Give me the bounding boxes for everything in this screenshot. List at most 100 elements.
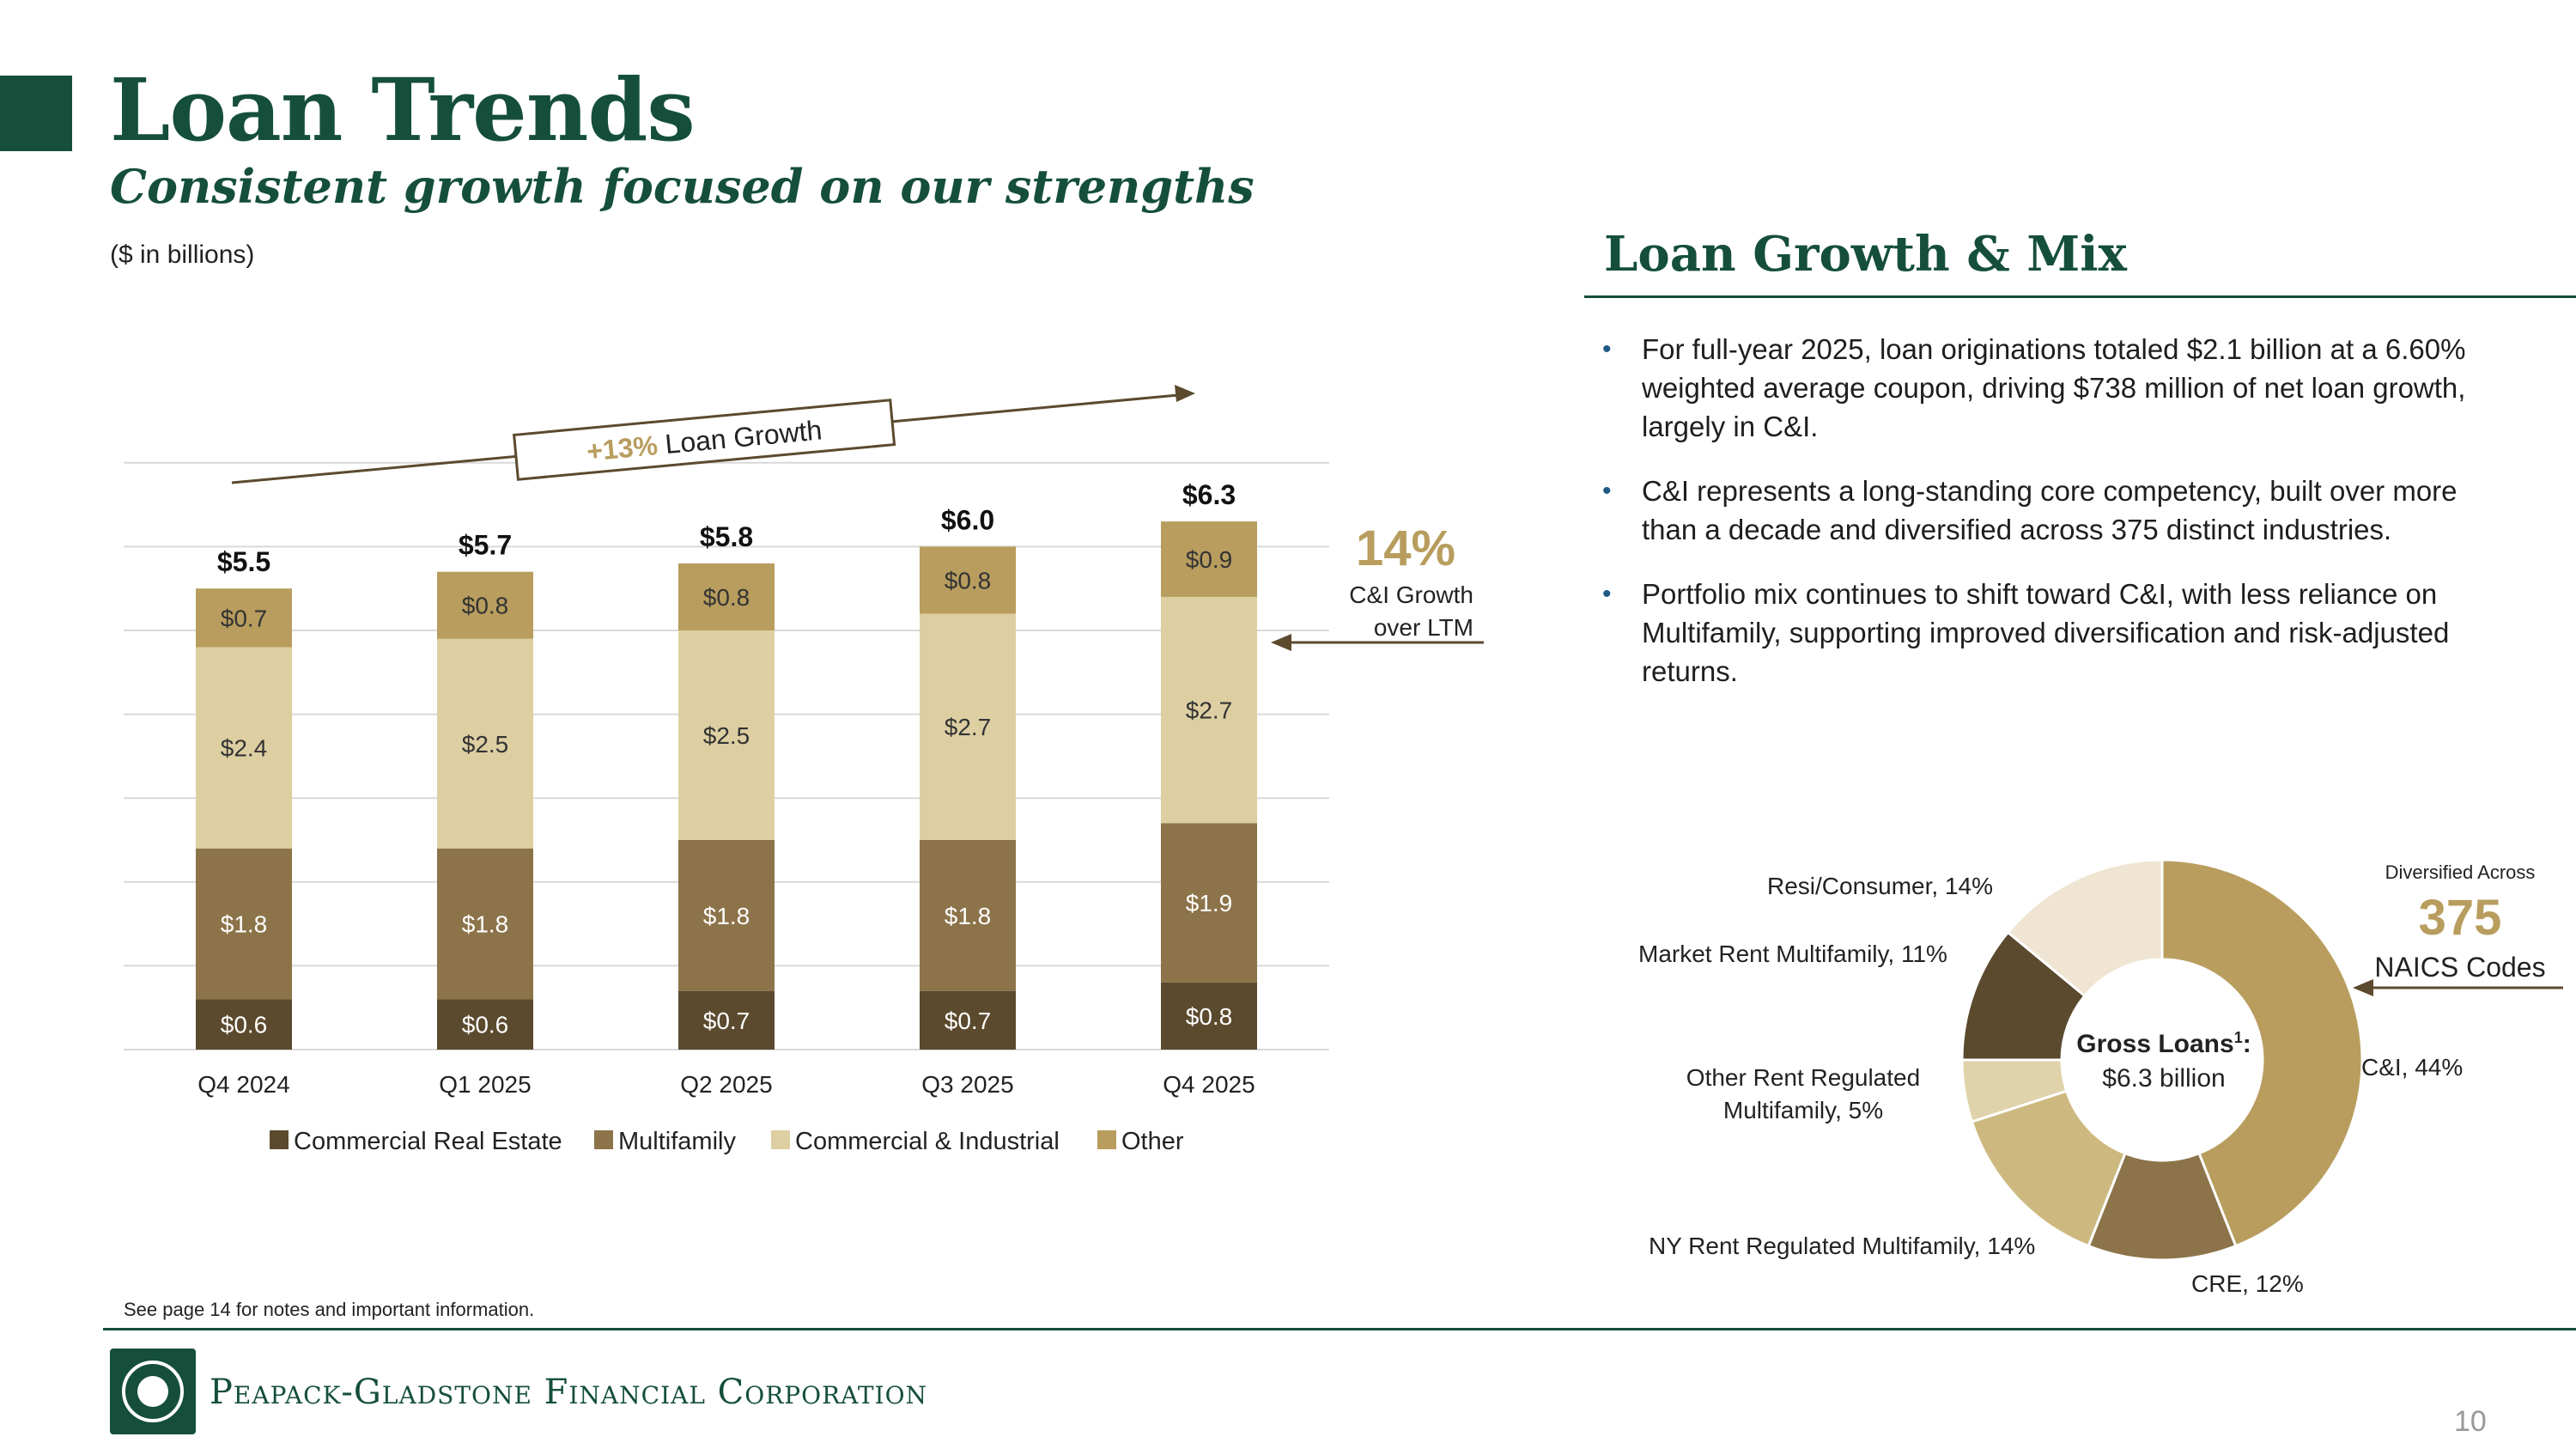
- ci-growth-arrowhead-icon: [1271, 634, 1291, 651]
- legend-swatch-ci: [771, 1130, 790, 1149]
- data-label-other: $0.9: [1186, 546, 1233, 573]
- bullet-text: For full-year 2025, loan originations to…: [1642, 333, 2466, 442]
- total-label: $6.0: [941, 504, 994, 535]
- diversified-label: Diversified Across: [2385, 861, 2536, 883]
- x-tick-label: Q3 2025: [921, 1071, 1013, 1098]
- donut-center-colon: :: [2242, 1030, 2251, 1058]
- data-label-multifamily: $1.8: [462, 911, 509, 938]
- data-label-other: $0.8: [462, 593, 509, 619]
- bullet-item: • For full-year 2025, loan originations t…: [1602, 330, 2512, 446]
- data-label-other: $0.7: [221, 605, 268, 631]
- donut-center-footnote-mark: 1: [2233, 1029, 2243, 1046]
- bar-segment-multifamily: [196, 848, 292, 1000]
- bar-segment-other: [920, 546, 1016, 614]
- legend-swatch-cre: [270, 1130, 289, 1149]
- donut-slice-ny-rent-regulated: [1970, 1089, 2127, 1248]
- x-tick-label: Q1 2025: [439, 1071, 531, 1098]
- data-label-cre: $0.6: [221, 1012, 268, 1038]
- x-tick-label: Q4 2024: [197, 1071, 289, 1098]
- donut-slice-ci: [2160, 858, 2364, 1248]
- legend-swatch-multifamily: [594, 1130, 613, 1149]
- bar-segment-other: [196, 588, 292, 648]
- naics-count: 375: [2418, 890, 2502, 946]
- page-number: 10: [2454, 1405, 2487, 1438]
- bar-segment-other: [437, 571, 533, 639]
- donut-label-ci: C&I, 44%: [2361, 1054, 2464, 1081]
- bar-segment-ci: [1161, 596, 1257, 824]
- page-title: Loan Trends: [110, 59, 696, 161]
- data-label-cre: $0.7: [945, 1008, 992, 1034]
- data-label-ci: $2.7: [945, 714, 992, 740]
- company-logo: [110, 1349, 196, 1434]
- bar-segment-multifamily: [437, 848, 533, 1000]
- ci-growth-label-line2: over LTM: [1373, 614, 1473, 641]
- donut-center-value: $6.3 billion: [2102, 1064, 2226, 1093]
- data-label-cre: $0.6: [462, 1012, 509, 1038]
- footer-divider: [103, 1328, 2576, 1330]
- donut-label-other-rent-regulated: Other Rent Regulated Multifamily, 5%: [1686, 1064, 1921, 1123]
- bar-segment-ci: [437, 638, 533, 849]
- growth-callout: +13% Loan Growth: [512, 399, 896, 481]
- total-label: $5.7: [459, 530, 512, 561]
- donut-label-ny-rent-regulated: NY Rent Regulated Multifamily, 14%: [1649, 1233, 2036, 1259]
- donut-center-title: Gross Loans1:: [2044, 1029, 2284, 1059]
- donut-center-title-text: Gross Loans: [2076, 1030, 2234, 1058]
- bar-segment-cre: [678, 990, 775, 1050]
- legend-swatch-other: [1097, 1130, 1116, 1149]
- legend-label-other: Other: [1121, 1128, 1184, 1155]
- bar-segment-ci: [678, 630, 775, 840]
- growth-callout-box: [512, 399, 896, 481]
- total-label: $5.8: [700, 521, 753, 552]
- data-label-other: $0.8: [703, 584, 750, 611]
- logo-ring: [122, 1361, 184, 1422]
- right-panel-divider: [1584, 295, 2576, 298]
- bullet-dot-icon: •: [1602, 477, 1612, 505]
- data-label-multifamily: $1.9: [1186, 890, 1233, 916]
- bullet-item: • C&I represents a long-standing core com…: [1602, 472, 2512, 549]
- total-label: $5.5: [217, 546, 270, 577]
- bullet-dot-icon: •: [1602, 335, 1612, 363]
- growth-arrowhead-icon: [1175, 385, 1195, 402]
- data-label-multifamily: $1.8: [945, 903, 992, 929]
- legend-label-multifamily: Multifamily: [618, 1128, 736, 1155]
- bar-segment-other: [678, 563, 775, 630]
- naics-units: NAICS Codes: [2374, 952, 2546, 983]
- data-label-ci: $2.7: [1186, 697, 1233, 724]
- bar-segment-cre: [437, 999, 533, 1050]
- data-label-ci: $2.5: [703, 722, 750, 749]
- donut-center: Gross Loans1: $6.3 billion: [2044, 1029, 2284, 1093]
- data-label-ci: $2.4: [221, 735, 268, 762]
- bullet-text: C&I represents a long-standing core comp…: [1642, 475, 2458, 545]
- donut-label-market-rent: Market Rent Multifamily, 11%: [1638, 941, 1947, 967]
- bar-segment-other: [1161, 521, 1257, 597]
- bar-segment-cre: [920, 990, 1016, 1050]
- ci-growth-label-line1: C&I Growth: [1349, 581, 1473, 608]
- bar-segment-multifamily: [920, 840, 1016, 991]
- donut-label-cre: CRE, 12%: [2191, 1270, 2304, 1297]
- data-label-cre: $0.8: [1186, 1003, 1233, 1030]
- growth-callout-pct: +13%: [586, 429, 659, 466]
- data-label-multifamily: $1.8: [703, 903, 750, 929]
- bar-segment-multifamily: [1161, 823, 1257, 983]
- donut-label-resi-consumer: Resi/Consumer, 14%: [1767, 873, 1994, 899]
- company-name: Peapack-Gladstone Financial Corporation: [210, 1373, 928, 1412]
- page-subtitle: Consistent growth focused on our strengt…: [110, 159, 1255, 214]
- data-label-multifamily: $1.8: [221, 911, 268, 938]
- bullet-dot-icon: •: [1602, 580, 1612, 608]
- data-label-ci: $2.5: [462, 731, 509, 758]
- bullet-list: • For full-year 2025, loan originations t…: [1602, 330, 2512, 716]
- right-panel-heading: Loan Growth & Mix: [1604, 226, 2127, 283]
- legend-label-cre: Commercial Real Estate: [294, 1128, 562, 1155]
- x-tick-label: Q4 2025: [1163, 1071, 1255, 1098]
- bullet-item: • Portfolio mix continues to shift toward…: [1602, 575, 2512, 691]
- x-tick-label: Q2 2025: [680, 1071, 772, 1098]
- logo-core: [137, 1376, 168, 1407]
- ci-growth-percent: 14%: [1355, 521, 1456, 576]
- donut-slice-resi-consumer: [2006, 858, 2164, 998]
- data-label-cre: $0.7: [703, 1008, 750, 1034]
- ci-growth-label: C&I Growth over LTM: [1322, 579, 1473, 644]
- bar-segment-cre: [1161, 982, 1257, 1050]
- bar-segment-multifamily: [678, 840, 775, 991]
